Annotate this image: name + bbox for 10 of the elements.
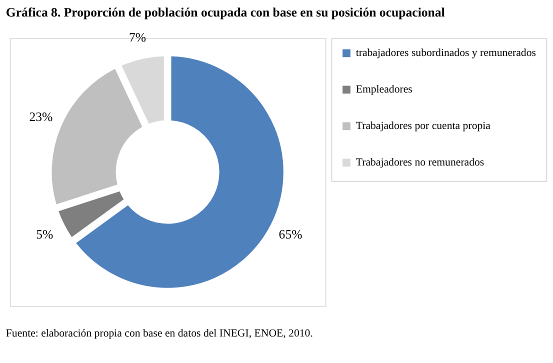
legend-label: Trabajadores no remunerados — [356, 156, 484, 169]
data-label: 7% — [128, 30, 146, 44]
chart-title: Gráfica 8. Proporción de población ocupada con base en su posición ocupacional — [6, 6, 446, 20]
legend-label: Trabajadores por cuenta propia — [356, 120, 491, 132]
data-label: 5% — [36, 228, 54, 242]
legend-label: Empleadores — [356, 84, 412, 96]
data-label: 23% — [29, 110, 53, 124]
legend-label: trabajadores subordinados y remunerados — [356, 47, 536, 60]
source-note: Fuente: elaboración propia con base en datos del INEGI, ENOE, 2010. — [6, 328, 313, 340]
data-label: 65% — [278, 228, 303, 242]
